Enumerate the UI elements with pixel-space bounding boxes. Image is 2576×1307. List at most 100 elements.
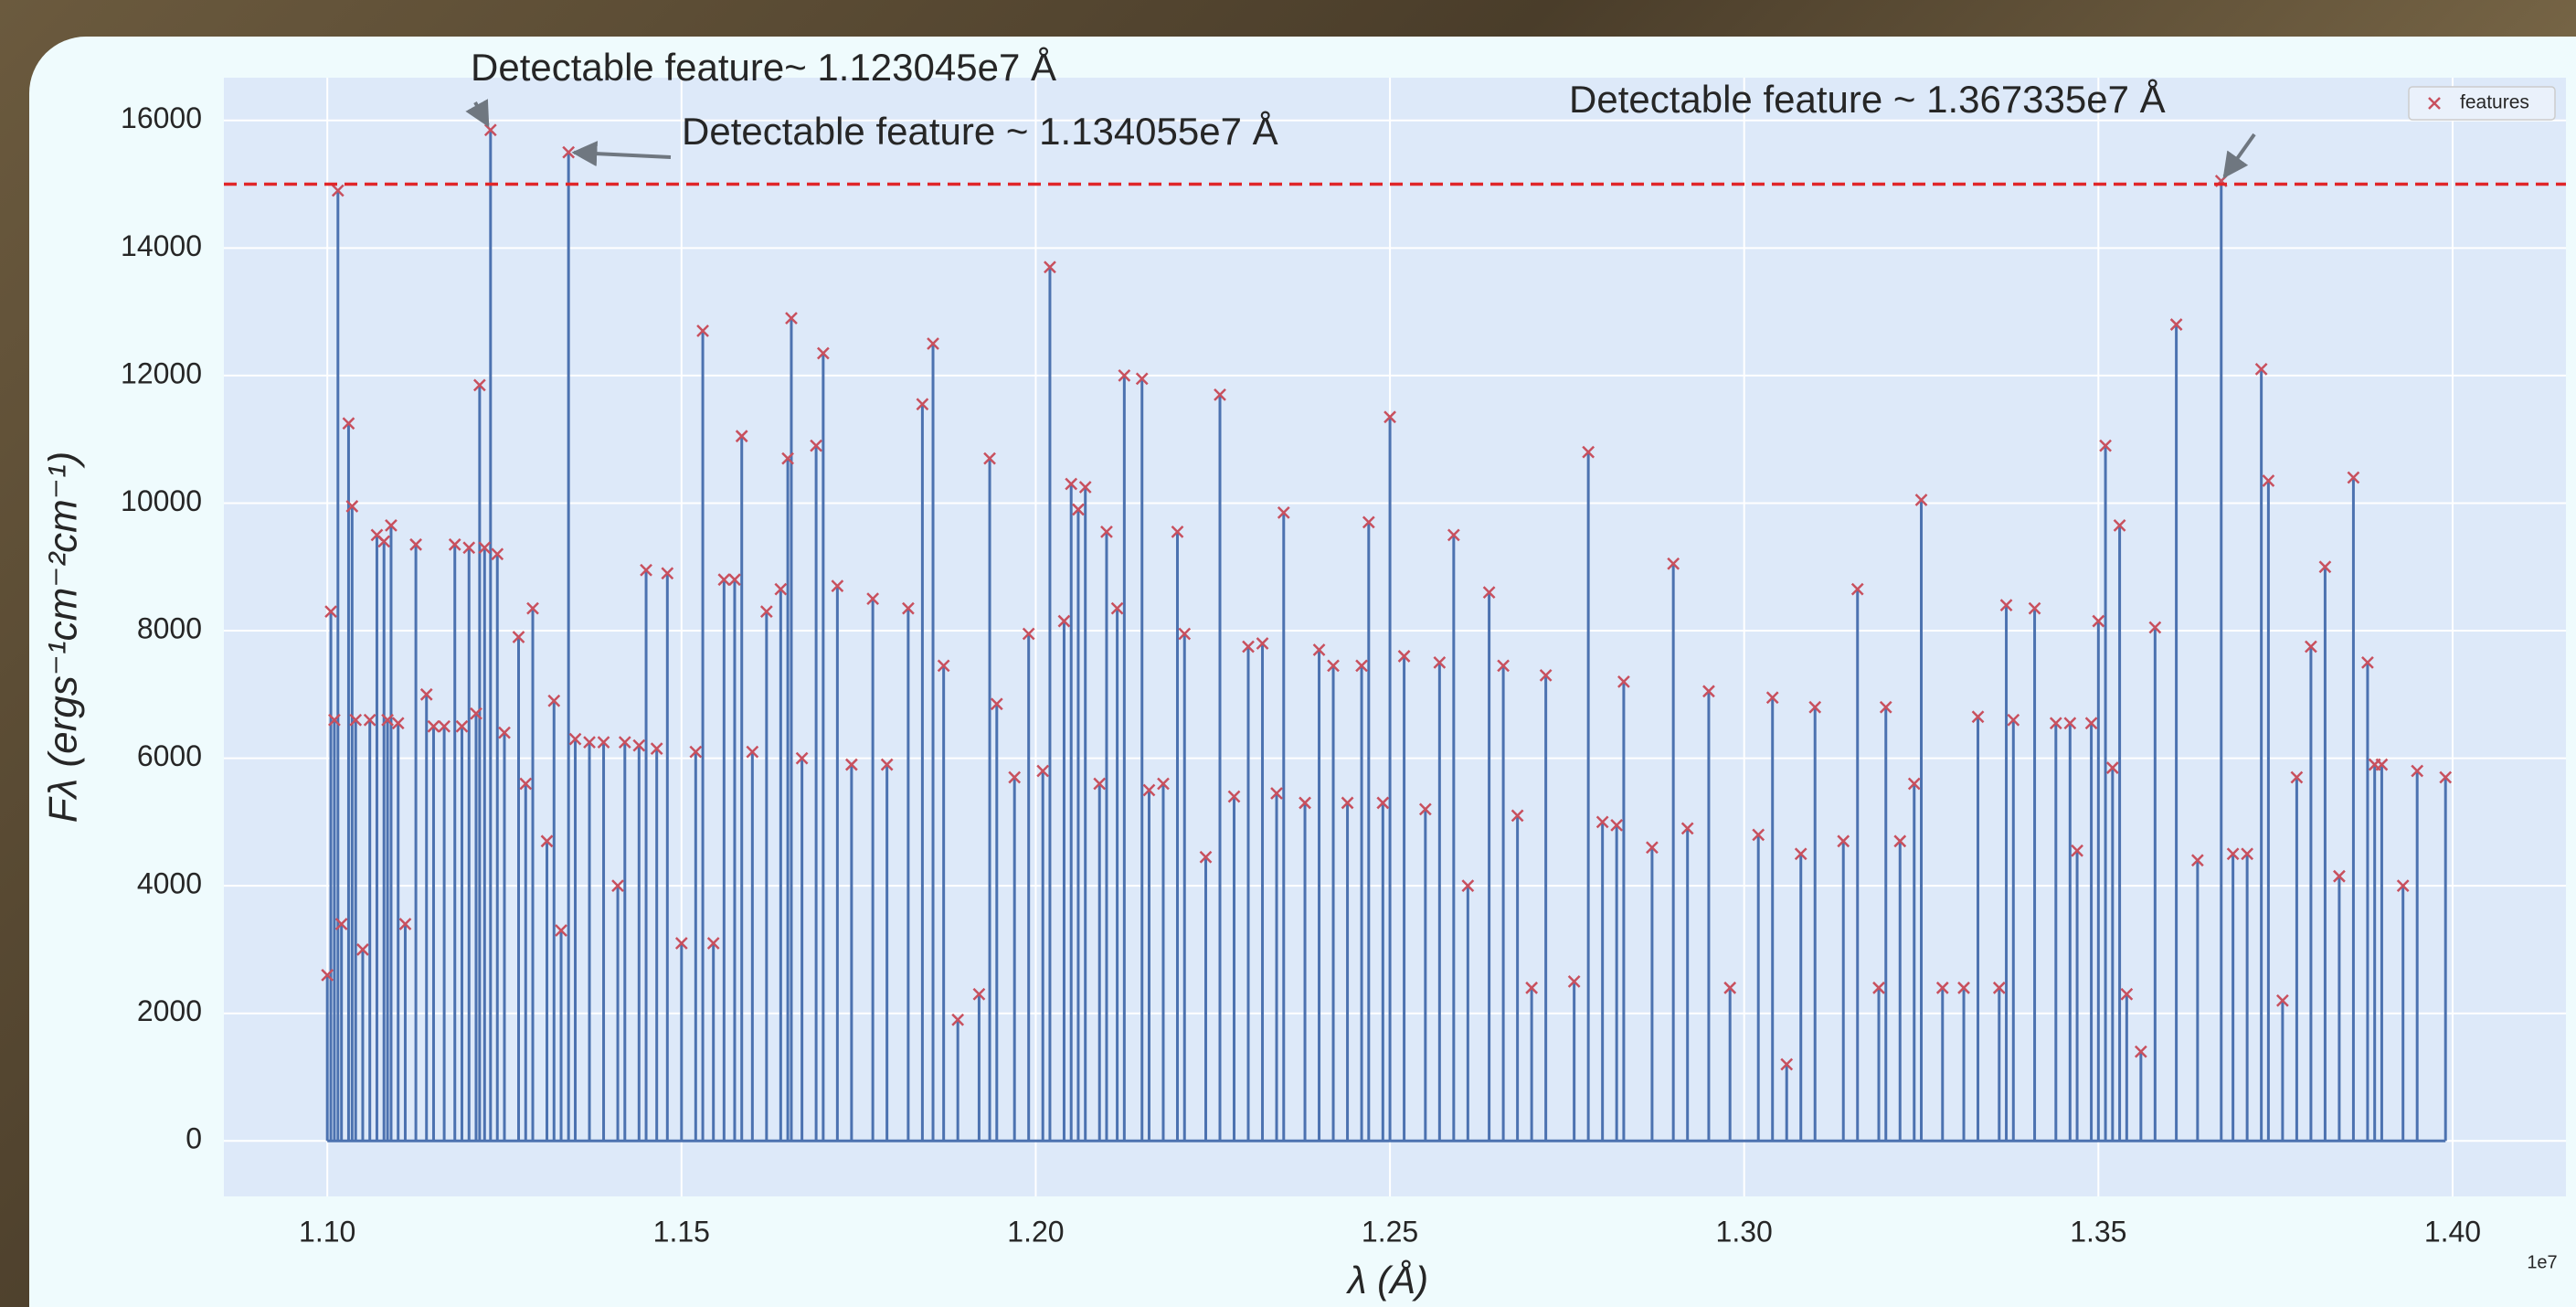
feature-marker (937, 659, 950, 673)
feature-marker (866, 592, 880, 606)
feature-marker (2290, 770, 2304, 784)
feature-marker (1157, 777, 1170, 791)
feature-marker (491, 547, 504, 561)
feature-marker (1242, 640, 1255, 654)
feature-marker (1078, 481, 1092, 494)
feature-marker (1057, 614, 1071, 628)
feature-marker (1355, 659, 1368, 673)
feature-marker (1256, 637, 1269, 650)
feature-marker (1971, 710, 1985, 724)
feature-marker (455, 719, 469, 733)
y-tick-label: 8000 (137, 611, 202, 644)
feature-marker (1178, 627, 1192, 641)
feature-marker (427, 719, 440, 733)
feature-marker (1907, 777, 1921, 791)
feature-marker (1312, 643, 1326, 656)
feature-marker (2305, 640, 2317, 654)
feature-marker (1646, 841, 1659, 855)
feature-marker (1752, 828, 1765, 842)
feature-marker (816, 346, 830, 360)
feature-marker (478, 541, 492, 555)
feature-marker (983, 452, 996, 465)
legend-box (2408, 86, 2556, 121)
annotation-arrow (465, 99, 490, 128)
feature-marker (1914, 494, 1928, 506)
feature-marker (2361, 656, 2374, 669)
y-tick-label: 0 (186, 1122, 202, 1155)
feature-marker (381, 713, 394, 727)
feature-marker (1072, 503, 1085, 516)
feature-marker (512, 631, 525, 643)
feature-marker (1935, 981, 1949, 994)
x-tick-label: 1.40 (2424, 1215, 2481, 1248)
feature-marker (1142, 783, 1156, 797)
feature-marker (1992, 981, 2006, 994)
feature-marker (328, 713, 341, 727)
feature-marker (1525, 981, 1539, 994)
legend-label: features (2460, 92, 2529, 113)
feature-marker (321, 968, 334, 982)
feature-marker (1199, 850, 1213, 864)
annotation-text: Detectable feature~ 1.123045e7 Å (471, 46, 1056, 89)
feature-marker (1567, 974, 1581, 988)
feature-marker (448, 537, 461, 551)
feature-marker (1808, 700, 1822, 714)
x-offset-label: 1e7 (2527, 1252, 2557, 1272)
feature-marker (1093, 777, 1107, 791)
feature-marker (2099, 439, 2112, 452)
feature-marker (1341, 796, 1354, 810)
feature-marker (1780, 1057, 1794, 1071)
feature-marker (2148, 621, 2162, 634)
feature-marker (728, 573, 741, 587)
feature-marker (1362, 515, 1375, 529)
feature-marker (1171, 525, 1184, 538)
feature-marker (1214, 388, 1226, 401)
feature-marker (1383, 410, 1396, 424)
feature-marker (2049, 717, 2062, 730)
feature-marker (831, 579, 844, 593)
feature-marker (1110, 601, 1124, 615)
feature-marker (1595, 815, 1609, 829)
x-tick-label: 1.10 (299, 1215, 355, 1248)
feature-marker (2333, 869, 2346, 883)
feature-marker (1118, 369, 1131, 382)
feature-marker (391, 717, 405, 730)
feature-marker (696, 324, 709, 337)
feature-marker (1418, 802, 1432, 816)
feature-marker (880, 758, 894, 771)
feature-marker (746, 745, 759, 759)
feature-marker (1511, 809, 1524, 823)
feature-marker (2439, 770, 2453, 784)
feature-marker (1135, 372, 1149, 386)
feature-marker (759, 605, 773, 618)
feature-marker (597, 736, 610, 749)
feature-marker (526, 601, 539, 615)
feature-marker (1872, 981, 1885, 994)
feature-marker (1610, 818, 1624, 832)
feature-marker (2254, 363, 2268, 376)
feature-marker (774, 582, 788, 596)
feature-marker (1044, 260, 1056, 274)
feature-marker (1397, 650, 1411, 663)
feature-marker (377, 535, 391, 548)
y-tick-label: 4000 (137, 867, 202, 900)
feature-marker (1850, 582, 1864, 596)
feature-marker (547, 694, 561, 707)
feature-marker (324, 605, 337, 618)
feature-marker (2411, 764, 2424, 778)
feature-marker (902, 601, 915, 615)
x-tick-label: 1.35 (2070, 1215, 2126, 1248)
feature-marker (1999, 599, 2013, 611)
feature-marker (1879, 700, 1892, 714)
feature-marker (689, 745, 703, 759)
feature-marker (568, 732, 582, 746)
feature-marker (409, 537, 422, 551)
feature-marker (519, 777, 533, 791)
feature-marker (611, 879, 624, 893)
feature-marker (1277, 506, 1290, 519)
feature-marker (438, 719, 451, 733)
feature-marker (632, 739, 646, 752)
feature-marker (916, 398, 929, 411)
